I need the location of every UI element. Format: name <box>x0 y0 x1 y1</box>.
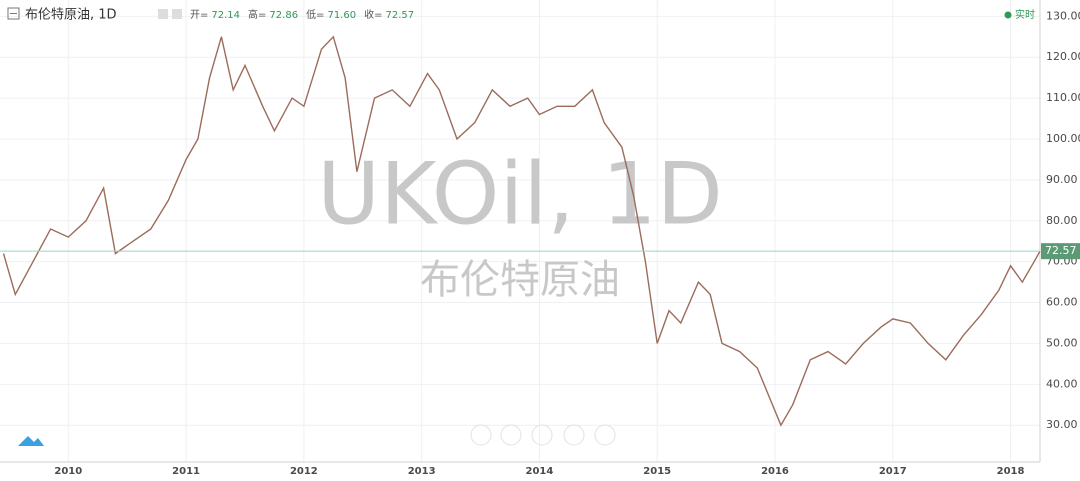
ohlc-value: 72.14 <box>211 10 240 21</box>
watermark-sub: 布伦特原油 <box>420 257 620 303</box>
price-line <box>2 35 1041 427</box>
ohlc-value: 71.60 <box>327 10 356 21</box>
settings-button[interactable] <box>158 9 168 19</box>
last-price-box <box>1041 243 1080 260</box>
x-tick-label: 2015 <box>643 466 671 477</box>
scroll-left[interactable] <box>470 424 492 446</box>
x-tick-label: 2016 <box>761 466 789 477</box>
y-tick-label: 40.00 <box>1046 377 1078 390</box>
ohlc-value: 72.86 <box>269 10 298 21</box>
zoom-in[interactable] <box>563 424 585 446</box>
ohlc-value: 72.57 <box>385 10 414 21</box>
logo-shape <box>18 436 44 446</box>
y-tick-label: 90.00 <box>1046 173 1078 186</box>
y-tick-label: 120.00 <box>1046 50 1080 63</box>
collapse-icon[interactable] <box>7 7 20 20</box>
close-button[interactable] <box>172 9 182 19</box>
y-tick-label: 60.00 <box>1046 296 1078 309</box>
x-tick-label: 2017 <box>879 466 907 477</box>
scroll-right[interactable] <box>594 424 616 446</box>
ohlc: 开= 72.14 高= 72.86 低= 71.60 收= 72.57 <box>190 8 414 21</box>
zoom-out[interactable] <box>500 424 522 446</box>
nav-buttons <box>470 424 616 446</box>
x-tick-label: 2014 <box>526 466 554 477</box>
x-tick-label: 2012 <box>290 466 318 477</box>
y-tick-label: 30.00 <box>1046 418 1078 431</box>
symbol: 布伦特原油, 1D <box>25 8 117 23</box>
status: 实时 <box>1015 8 1035 21</box>
x-tick-label: 2018 <box>997 466 1025 477</box>
y-tick-label: 80.00 <box>1046 214 1078 227</box>
y-tick-label: 50.00 <box>1046 336 1078 349</box>
last-price-label: 72.57 <box>1045 244 1077 257</box>
watermark-main: UKOil, 1D <box>317 144 723 244</box>
y-tick-label: 130.00 <box>1046 9 1080 22</box>
y-tick-label: 110.00 <box>1046 91 1080 104</box>
reset[interactable] <box>531 424 553 446</box>
status-dot <box>1004 11 1012 19</box>
ohlc-label: 开= <box>190 10 208 21</box>
x-tick-label: 2010 <box>54 466 82 477</box>
y-tick-label: 100.00 <box>1046 132 1080 145</box>
x-tick-label: 2013 <box>408 466 436 477</box>
ohlc-label: 收= <box>364 8 382 21</box>
grid <box>0 0 1040 462</box>
logo <box>18 436 44 446</box>
ohlc-label: 高= <box>248 8 266 21</box>
x-tick-label: 2011 <box>172 466 200 477</box>
ohlc-label: 低= <box>306 8 324 21</box>
